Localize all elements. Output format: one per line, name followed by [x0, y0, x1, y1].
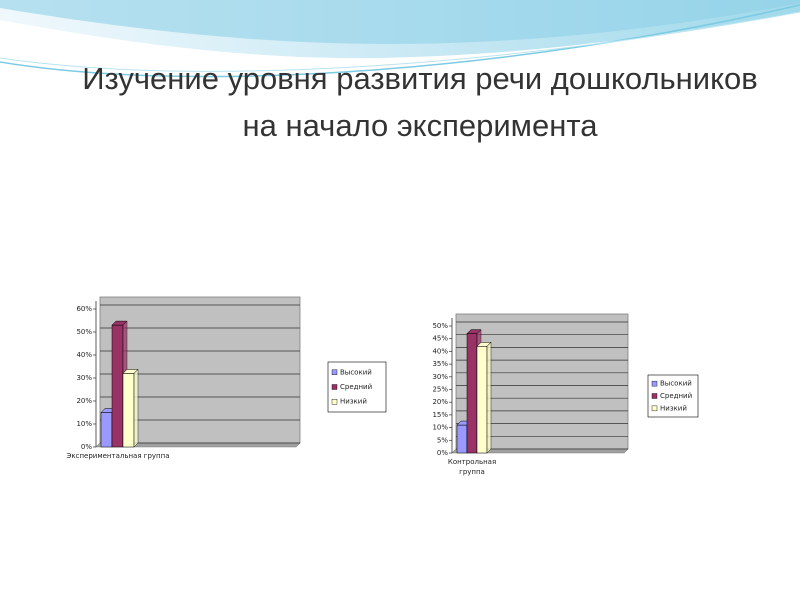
legend-label: Низкий — [660, 404, 687, 412]
y-tick-label: 25% — [432, 386, 448, 394]
bar-front — [476, 346, 488, 454]
bar-front — [111, 324, 124, 448]
bar — [476, 341, 492, 454]
legend-swatch — [651, 380, 658, 387]
y-tick-label: 40% — [432, 347, 448, 355]
bar-front — [466, 333, 478, 454]
bar-front — [456, 424, 468, 454]
y-tick-label: 5% — [437, 436, 448, 444]
y-tick-label: 20% — [76, 397, 92, 405]
slide-title: Изучение уровня развития речи дошкольник… — [82, 61, 758, 143]
y-tick-label: 50% — [76, 328, 92, 336]
x-tick-label: Контрольная группа — [447, 458, 497, 476]
header-line — [0, 4, 800, 78]
legend-swatch — [651, 405, 658, 412]
y-tick-label: 60% — [76, 305, 92, 313]
y-tick-label: 15% — [432, 411, 448, 419]
legend-swatch — [651, 393, 658, 399]
legend-box — [327, 361, 387, 413]
y-tick-label: 50% — [432, 322, 448, 330]
legend-label: Средний — [660, 392, 692, 400]
bar-side — [486, 341, 492, 454]
legend-swatch — [331, 384, 338, 390]
y-tick-label: 45% — [432, 335, 448, 343]
y-tick-label: 40% — [76, 351, 92, 359]
legend-swatch — [331, 399, 338, 405]
legend-label: Средний — [340, 383, 372, 391]
y-tick-label: 20% — [432, 398, 448, 406]
y-tick-label: 10% — [432, 424, 448, 432]
y-tick-label: 0% — [81, 443, 92, 451]
y-tick-label: 35% — [432, 360, 448, 368]
legend-swatch — [331, 369, 338, 375]
legend-label: Высокий — [340, 368, 372, 376]
y-tick-label: 30% — [432, 373, 448, 381]
header-wave — [0, 0, 800, 44]
legend-label: Низкий — [340, 398, 367, 406]
bar-side — [133, 368, 139, 448]
bar-front — [122, 373, 135, 448]
x-tick-label: Экспериментальная группа — [66, 452, 170, 460]
y-tick-label: 30% — [76, 374, 92, 382]
bar — [122, 368, 139, 448]
y-tick-label: 10% — [76, 420, 92, 428]
header-line — [0, 11, 800, 72]
y-tick-label: 0% — [437, 449, 448, 457]
legend-label: Высокий — [660, 380, 692, 388]
bar-front — [100, 412, 113, 448]
